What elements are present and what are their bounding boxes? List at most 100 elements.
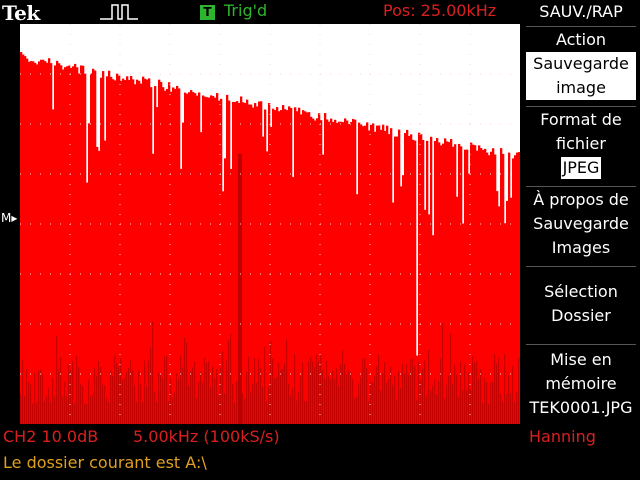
noise-spike xyxy=(28,382,30,424)
menu-format-button[interactable]: Format de fichier JPEG xyxy=(522,108,640,180)
noise-spike xyxy=(284,363,286,424)
spectrum-bar xyxy=(376,125,379,424)
noise-spike xyxy=(78,367,80,424)
noise-spike xyxy=(102,384,104,424)
spectrum-bar xyxy=(38,61,41,424)
noise-spike xyxy=(32,403,34,424)
noise-spike xyxy=(68,364,70,424)
spectrum-bar xyxy=(396,136,399,424)
spectrum-bar xyxy=(178,88,181,424)
spectrum-bar xyxy=(502,153,505,424)
noise-spike xyxy=(408,374,410,424)
spectrum-bar xyxy=(504,223,507,424)
spectrum-bar xyxy=(292,177,295,424)
noise-spike xyxy=(122,380,124,424)
noise-spike xyxy=(128,367,130,424)
noise-spike xyxy=(356,396,358,424)
spectrum-bar xyxy=(426,140,429,424)
noise-spike xyxy=(216,368,218,424)
noise-spike xyxy=(80,383,82,424)
spectrum-bar xyxy=(140,83,143,424)
spectrum-bar xyxy=(20,52,23,424)
spectrum-bar xyxy=(186,93,189,424)
top-status-bar: Tek T Trig'd Pos: 25.00kHz xyxy=(0,0,520,25)
menu-action-value-line1: Sauvegarde xyxy=(533,54,629,73)
menu-store-button[interactable]: Mise en mémoire TEK0001.JPG xyxy=(522,348,640,420)
menu-title: SAUV./RAP xyxy=(539,2,623,21)
noise-spike xyxy=(130,359,132,424)
noise-spike xyxy=(84,403,86,424)
noise-spike xyxy=(30,384,32,424)
spectrum-bar xyxy=(492,148,495,424)
noise-spike xyxy=(344,363,346,424)
noise-spike xyxy=(186,342,188,424)
menu-folder-line1: Sélection xyxy=(544,282,618,301)
spectrum-bar xyxy=(74,63,77,424)
noise-spike xyxy=(194,361,196,424)
spectrum-bar xyxy=(254,103,257,424)
noise-spike xyxy=(190,370,192,424)
noise-spike xyxy=(160,373,162,424)
menu-action-value: Sauvegarde image xyxy=(526,52,636,100)
noise-spike xyxy=(116,363,118,424)
brand-logo: Tek xyxy=(2,1,40,25)
noise-spike xyxy=(456,374,458,424)
noise-spike xyxy=(464,363,466,424)
spectrum-bar xyxy=(288,106,291,424)
noise-spike xyxy=(106,398,108,424)
spectrum-bar xyxy=(52,109,55,424)
noise-spike xyxy=(378,354,380,424)
spectrum-bar xyxy=(364,125,367,424)
menu-folder-button[interactable]: Sélection Dossier xyxy=(522,280,640,328)
noise-spike xyxy=(98,361,100,424)
side-menu: SAUV./RAP Action Sauvegarde image Format… xyxy=(522,0,640,424)
spectrum-bar xyxy=(428,214,431,424)
noise-spike xyxy=(512,365,514,424)
noise-spike xyxy=(38,370,40,424)
spectrum-bar xyxy=(388,134,391,424)
spectrum-bar xyxy=(436,138,439,424)
spectrum-bar xyxy=(106,76,109,424)
noise-spike xyxy=(504,354,506,424)
menu-divider xyxy=(526,106,636,107)
reference-marker: M▸ xyxy=(1,211,18,225)
noise-spike xyxy=(162,378,164,424)
spectrum-bar xyxy=(72,66,75,424)
spectrum-bar xyxy=(408,135,411,424)
menu-about-button[interactable]: À propos de Sauvegarde Images xyxy=(522,188,640,260)
spectrum-bar xyxy=(158,79,161,424)
spectrum-bar xyxy=(252,107,255,424)
noise-spike xyxy=(346,374,348,424)
spectrum-bar xyxy=(260,101,263,424)
spectrum-bar xyxy=(70,67,73,424)
noise-spike xyxy=(214,378,216,424)
spectrum-bar xyxy=(194,93,197,424)
spectrum-bar xyxy=(36,64,39,424)
noise-spike xyxy=(210,387,212,424)
spectrum-bar xyxy=(212,96,215,424)
noise-spike xyxy=(332,370,334,424)
noise-spike xyxy=(502,401,504,424)
menu-action-button[interactable]: Action Sauvegarde image xyxy=(522,28,640,100)
spectrum-bar xyxy=(366,122,369,424)
noise-spike xyxy=(478,379,480,424)
menu-divider xyxy=(526,344,636,345)
spectrum-bar xyxy=(200,132,203,424)
noise-spike xyxy=(448,375,450,424)
spectrum-bar xyxy=(152,153,155,424)
spectrum-bar xyxy=(350,121,353,424)
menu-about-line1: À propos de xyxy=(533,190,629,209)
spectrum-bar xyxy=(210,95,213,424)
noise-spike xyxy=(110,370,112,424)
spectrum-bar xyxy=(222,191,225,424)
noise-spike xyxy=(350,372,352,424)
noise-spike xyxy=(64,381,66,424)
spectrum-bar xyxy=(476,150,479,424)
menu-format-value: JPEG xyxy=(560,157,602,179)
spectrum-bar xyxy=(124,80,127,424)
spectrum-bar xyxy=(220,98,223,424)
spectrum-bar xyxy=(204,96,207,424)
noise-spike xyxy=(498,357,500,424)
menu-store-line1: Mise en xyxy=(550,350,612,369)
noise-spike xyxy=(328,376,330,424)
